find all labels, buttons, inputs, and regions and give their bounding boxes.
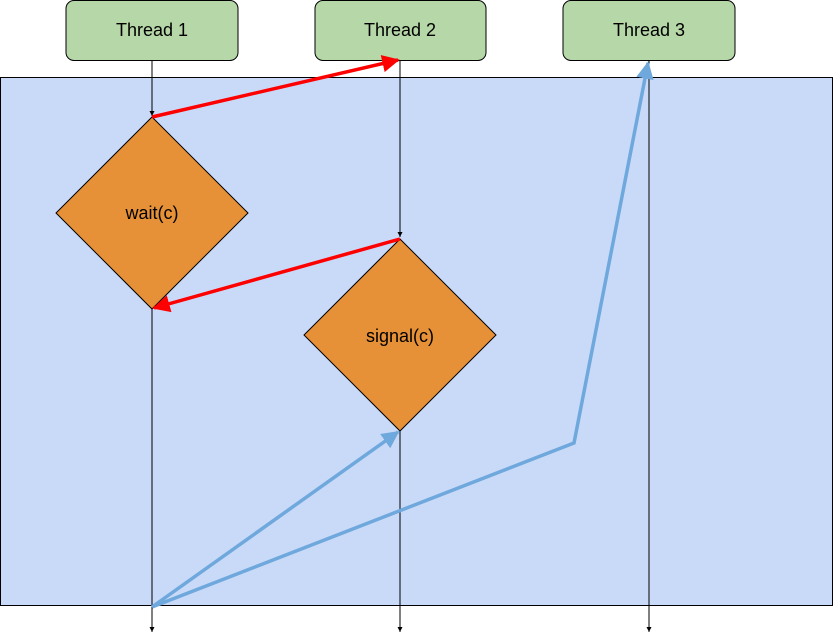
wait-operation: wait(c) — [55, 116, 249, 310]
lifelines — [149, 61, 652, 632]
blue-arrow-to-signal — [150, 430, 400, 609]
red-arrow-signal-to-thread-1 — [152, 237, 401, 313]
wait-label: wait(c) — [125, 203, 179, 223]
signal-operation: signal(c) — [303, 238, 497, 432]
thread-label-3: Thread 3 — [613, 20, 685, 40]
thread-box-2: Thread 2 — [314, 0, 487, 61]
blue-arrow-to-thread-3 — [151, 61, 654, 609]
thread-label-2: Thread 2 — [364, 20, 436, 40]
signal-label: signal(c) — [366, 326, 434, 346]
thread-box-3: Thread 3 — [562, 0, 736, 61]
red-arrow-wait-to-thread-2 — [151, 55, 400, 119]
thread-label-1: Thread 1 — [116, 20, 188, 40]
thread-box-1: Thread 1 — [65, 0, 239, 61]
